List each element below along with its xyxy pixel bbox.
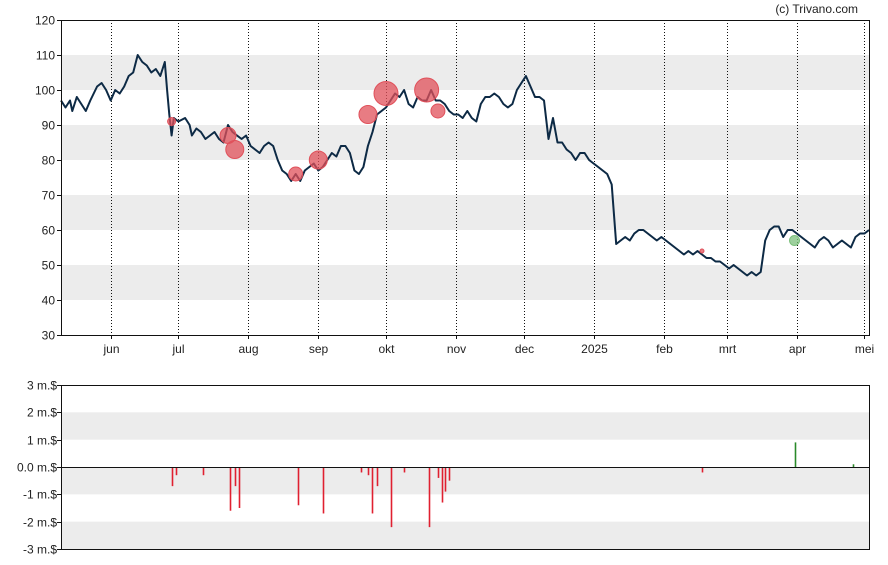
credit-text: (c) Trivano.com xyxy=(775,2,858,16)
y-tick-label: 2 m.$ xyxy=(27,406,57,420)
trade-marker xyxy=(430,103,446,119)
y-tick-label: 110 xyxy=(36,49,55,63)
price-band xyxy=(61,195,869,230)
y-tick-label: 1 m.$ xyxy=(27,434,57,448)
y-tick-label: 40 xyxy=(42,294,56,308)
price-band xyxy=(61,125,869,160)
y-tick-label: 50 xyxy=(42,259,56,273)
price-frame xyxy=(61,20,870,336)
x-tick-label: mei xyxy=(855,342,874,356)
trade-marker xyxy=(308,150,328,170)
y-tick-label: 100 xyxy=(35,84,55,98)
y-tick-label: 30 xyxy=(42,329,56,343)
volume-panel-bands xyxy=(61,412,869,549)
volume-panel-y-axis: -3 m.$ -2 m.$ -1 m.$ 0.0 m.$ 1 m.$ 2 m.$ 3 m.$ xyxy=(17,379,61,557)
y-tick-label: -1 m.$ xyxy=(23,488,57,502)
x-tick-label: sep xyxy=(309,342,329,356)
x-tick-label: dec xyxy=(515,342,534,356)
y-tick-label: 120 xyxy=(35,14,55,28)
y-tick-label: 70 xyxy=(42,189,56,203)
y-tick-label: -2 m.$ xyxy=(23,516,57,530)
price-panel-bands xyxy=(61,55,869,300)
volume-panel-bars xyxy=(61,442,869,528)
x-tick-label: aug xyxy=(238,342,258,356)
y-tick-label: 3 m.$ xyxy=(27,379,57,393)
x-tick-label: nov xyxy=(447,342,466,356)
trade-marker xyxy=(414,77,440,103)
price-panel-x-axis: jun jul aug sep okt nov dec 2025 feb mrt apr mei xyxy=(102,335,874,356)
volume-panel-frame xyxy=(61,385,870,550)
trade-marker xyxy=(699,248,705,254)
price-panel-frame xyxy=(61,20,870,336)
price-panel-markers xyxy=(167,77,801,254)
volume-band xyxy=(61,467,869,495)
x-tick-label: jun xyxy=(102,342,119,356)
price-band xyxy=(61,55,869,90)
price-panel-y-axis: 30 40 50 60 70 80 90 100 110 120 xyxy=(35,14,61,343)
trade-marker xyxy=(167,117,177,126)
volume-frame xyxy=(61,385,870,550)
y-tick-label: 60 xyxy=(42,224,56,238)
y-tick-label: 80 xyxy=(42,154,56,168)
x-tick-label: apr xyxy=(789,342,806,356)
trade-marker xyxy=(358,105,378,124)
trade-marker xyxy=(789,235,801,246)
y-tick-label: 0.0 m.$ xyxy=(17,461,57,475)
x-tick-label: mrt xyxy=(719,342,737,356)
x-tick-label: okt xyxy=(378,342,395,356)
price-line xyxy=(60,54,870,277)
trade-marker xyxy=(288,166,304,182)
price-band xyxy=(61,265,869,300)
x-tick-label: 2025 xyxy=(581,342,608,356)
trade-marker xyxy=(373,81,399,106)
trade-marker xyxy=(225,140,245,159)
x-tick-label: feb xyxy=(656,342,673,356)
volume-band xyxy=(61,521,869,549)
x-tick-label: jul xyxy=(171,342,184,356)
y-tick-label: 90 xyxy=(42,119,56,133)
volume-band xyxy=(61,412,869,440)
y-tick-label: -3 m.$ xyxy=(23,543,57,557)
price-panel-series xyxy=(60,54,870,277)
